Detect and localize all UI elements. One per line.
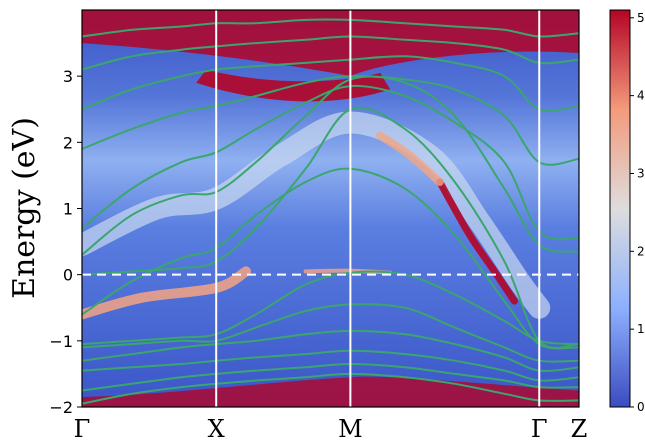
y-tick-label: −1 [49,332,73,351]
plot-area [81,9,580,408]
y-axis-label: Energy (eV) [7,117,42,299]
spectral-ribbon [436,178,518,305]
high-symmetry-lines [215,10,541,407]
band-line [82,75,579,166]
colorbar-tick-label: 1 [637,322,645,336]
band-lines [82,18,579,405]
y-tick-label: 2 [63,133,73,152]
band-line [82,349,579,382]
band-line [82,372,579,405]
colorbar-tick-label: 2 [637,244,645,258]
k-point-label: Z [571,415,588,441]
colorbar-tick-label: 4 [637,89,645,103]
colorbar-gradient [609,9,631,408]
colorbar-tick-label: 3 [637,166,645,180]
k-point-label: Γ [74,415,91,441]
colorbar-ticks: 0 1 2 3 4 5 [630,11,645,414]
colorbar-tick-label: 5 [637,11,645,25]
band-line [82,270,579,346]
band-line [82,303,579,363]
k-point-label: Γ [531,415,548,441]
y-tick-label: 0 [63,266,73,285]
band-line [82,167,579,350]
y-tick-label: 3 [63,67,73,86]
band-line [82,35,579,71]
k-point-label: X [208,415,225,441]
band-line [82,329,579,372]
y-axis-ticks: −2 −1 0 1 2 3 [49,67,82,417]
spectral-ribbon [82,266,251,320]
y-tick-label: −2 [49,398,73,417]
band-line [82,55,579,112]
band-line [82,106,579,349]
colorbar: 0 1 2 3 4 5 [609,9,645,414]
k-point-label: M [338,415,363,441]
band-line [82,84,579,241]
spectral-ribbon [376,131,444,186]
band-line [82,362,579,392]
band-line [82,18,579,38]
y-tick-label: 1 [63,200,73,219]
colorbar-tick-label: 0 [637,400,645,414]
